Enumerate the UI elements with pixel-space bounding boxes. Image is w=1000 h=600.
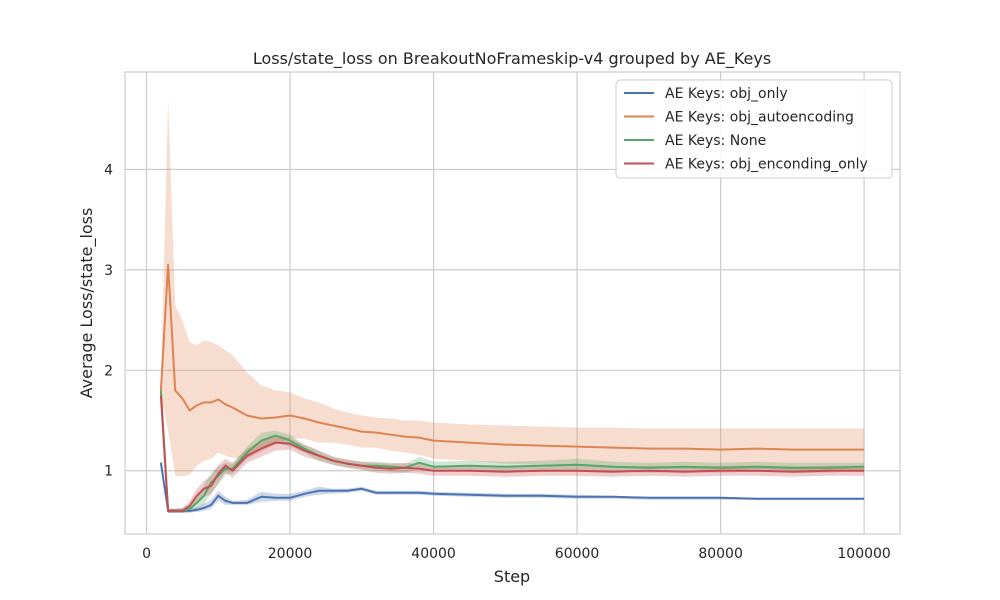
band-series-1 [160, 99, 865, 477]
series-lines [159, 263, 865, 512]
x-tick-label: 80000 [698, 546, 743, 562]
legend-label: AE Keys: obj_autoencoding [665, 110, 854, 126]
line-series-0 [159, 462, 865, 512]
band-series-3 [160, 392, 865, 513]
y-tick-label: 2 [104, 363, 113, 379]
x-axis-title: Step [494, 567, 530, 586]
y-axis-title: Average Loss/state_loss [77, 208, 97, 399]
x-tick-label: 0 [142, 546, 151, 562]
x-tick-label: 60000 [555, 546, 600, 562]
y-tick-label: 1 [104, 464, 113, 480]
chart-title: Loss/state_loss on BreakoutNoFrameskip-v… [253, 49, 771, 69]
legend-label: AE Keys: None [665, 133, 766, 149]
y-tick-label: 4 [104, 162, 113, 178]
x-axis-ticks: 0 20000 40000 60000 80000 100000 [142, 546, 891, 562]
x-tick-label: 100000 [837, 546, 890, 562]
x-tick-label: 40000 [411, 546, 456, 562]
legend-box [615, 79, 893, 179]
line-series-1 [159, 263, 865, 451]
legend-label: AE Keys: obj_only [665, 86, 788, 102]
legend-label: AE Keys: obj_enconding_only [665, 157, 868, 173]
band-series-0 [160, 460, 865, 513]
confidence-bands [160, 99, 865, 513]
band-series-2 [160, 388, 865, 513]
legend: AE Keys: obj_only AE Keys: obj_autoencodi… [615, 79, 893, 179]
x-tick-label: 20000 [268, 546, 313, 562]
y-tick-label: 3 [104, 263, 113, 279]
line-series-3 [159, 395, 865, 512]
y-axis-ticks: 1 2 3 4 [104, 162, 113, 479]
